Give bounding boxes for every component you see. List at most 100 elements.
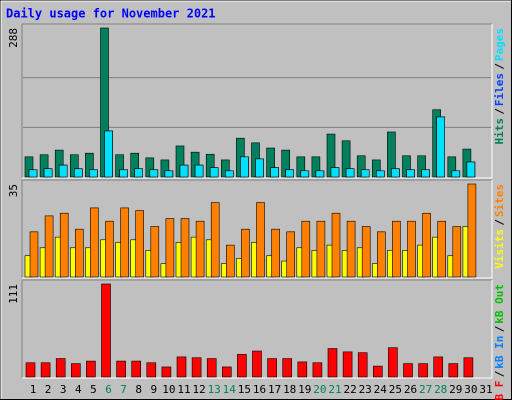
x-tick-label: 22 xyxy=(343,383,356,396)
panel-bevel xyxy=(22,24,493,179)
bar xyxy=(116,360,126,378)
bar xyxy=(28,169,38,178)
x-tick-label: 21 xyxy=(328,383,341,396)
x-tick-label: 8 xyxy=(135,383,142,396)
bar xyxy=(164,170,174,178)
chart-title: Daily usage for November 2021 xyxy=(6,7,216,21)
bar xyxy=(149,169,159,178)
bar xyxy=(375,170,385,178)
bar xyxy=(209,167,219,178)
bar xyxy=(391,168,400,178)
panel-bevel xyxy=(22,280,493,379)
x-tick-label: 29 xyxy=(449,383,462,396)
bar xyxy=(206,358,217,378)
x-tick-label: 31 xyxy=(479,383,492,396)
x-tick-label: 4 xyxy=(75,383,82,396)
bar xyxy=(418,363,428,378)
bar xyxy=(180,218,190,278)
bar xyxy=(104,130,113,178)
bar xyxy=(436,116,446,178)
bar xyxy=(165,218,175,278)
bar xyxy=(55,358,66,378)
bar xyxy=(74,168,83,178)
bar xyxy=(195,220,205,278)
bar xyxy=(421,169,430,178)
x-tick-label: 9 xyxy=(150,383,157,396)
bar xyxy=(237,354,247,378)
bar xyxy=(75,228,84,278)
y-tick-label: 35 xyxy=(7,184,20,197)
x-tick-label: 6 xyxy=(105,383,112,396)
bar xyxy=(452,226,462,278)
x-tick-label: 30 xyxy=(464,383,477,396)
bar xyxy=(345,168,355,178)
bar xyxy=(119,169,128,178)
legend-label: kB Out xyxy=(493,284,506,324)
bar xyxy=(194,164,204,178)
bar xyxy=(271,228,280,278)
legend-separator: / xyxy=(493,108,506,115)
bar xyxy=(44,215,54,278)
x-tick-label: 5 xyxy=(90,383,97,396)
x-tick-label: 17 xyxy=(268,383,281,396)
x-tick-label: 23 xyxy=(359,383,372,396)
bar xyxy=(89,169,98,178)
bar xyxy=(360,169,370,178)
bar xyxy=(179,164,189,178)
bar xyxy=(285,169,295,178)
bar xyxy=(361,226,371,278)
bar xyxy=(222,366,232,378)
x-tick-label: 13 xyxy=(208,383,221,396)
panel-bevel xyxy=(22,180,493,279)
x-tick-label: 19 xyxy=(298,383,311,396)
y-tick-label: 288 xyxy=(7,28,20,48)
legend-separator: / xyxy=(493,219,506,226)
bar xyxy=(58,164,68,178)
bar xyxy=(25,362,36,378)
bar xyxy=(327,348,338,378)
bar xyxy=(120,207,129,278)
bar xyxy=(463,357,474,378)
legend-separator: / xyxy=(493,325,506,332)
x-tick-label: 3 xyxy=(60,383,67,396)
bar xyxy=(131,360,141,378)
bar xyxy=(392,220,401,278)
x-tick-label: 28 xyxy=(434,383,447,396)
legend-separator: / xyxy=(493,370,506,377)
bar xyxy=(240,156,249,178)
legend-separator: / xyxy=(493,63,506,70)
x-tick-label: 1 xyxy=(30,383,37,396)
bar xyxy=(372,365,383,378)
bar xyxy=(255,158,264,178)
x-tick-label: 10 xyxy=(162,383,175,396)
legend-label: Visits xyxy=(493,229,506,269)
legend-label: Files xyxy=(493,73,506,106)
bar xyxy=(150,226,160,278)
bar xyxy=(105,220,114,278)
bar xyxy=(286,231,296,278)
x-tick-label: 16 xyxy=(253,383,266,396)
bar xyxy=(40,362,51,378)
legend-label: Pages xyxy=(493,28,506,61)
bar xyxy=(312,362,323,378)
bar xyxy=(466,161,476,178)
x-tick-label: 20 xyxy=(313,383,326,396)
panel-bevel xyxy=(21,179,492,278)
bar xyxy=(241,228,250,278)
bar xyxy=(330,167,340,178)
bar xyxy=(210,202,220,278)
bar xyxy=(161,366,172,378)
bar xyxy=(90,207,99,278)
bar xyxy=(101,283,111,378)
bar xyxy=(29,231,39,278)
y-tick-label: 111 xyxy=(7,284,20,304)
bar xyxy=(297,361,308,378)
legend-label: kB F xyxy=(493,381,506,400)
bar xyxy=(270,167,279,178)
legend-label: kB In xyxy=(493,336,506,369)
x-tick-label: 24 xyxy=(374,383,388,396)
bar xyxy=(357,352,368,378)
bar xyxy=(448,363,459,378)
